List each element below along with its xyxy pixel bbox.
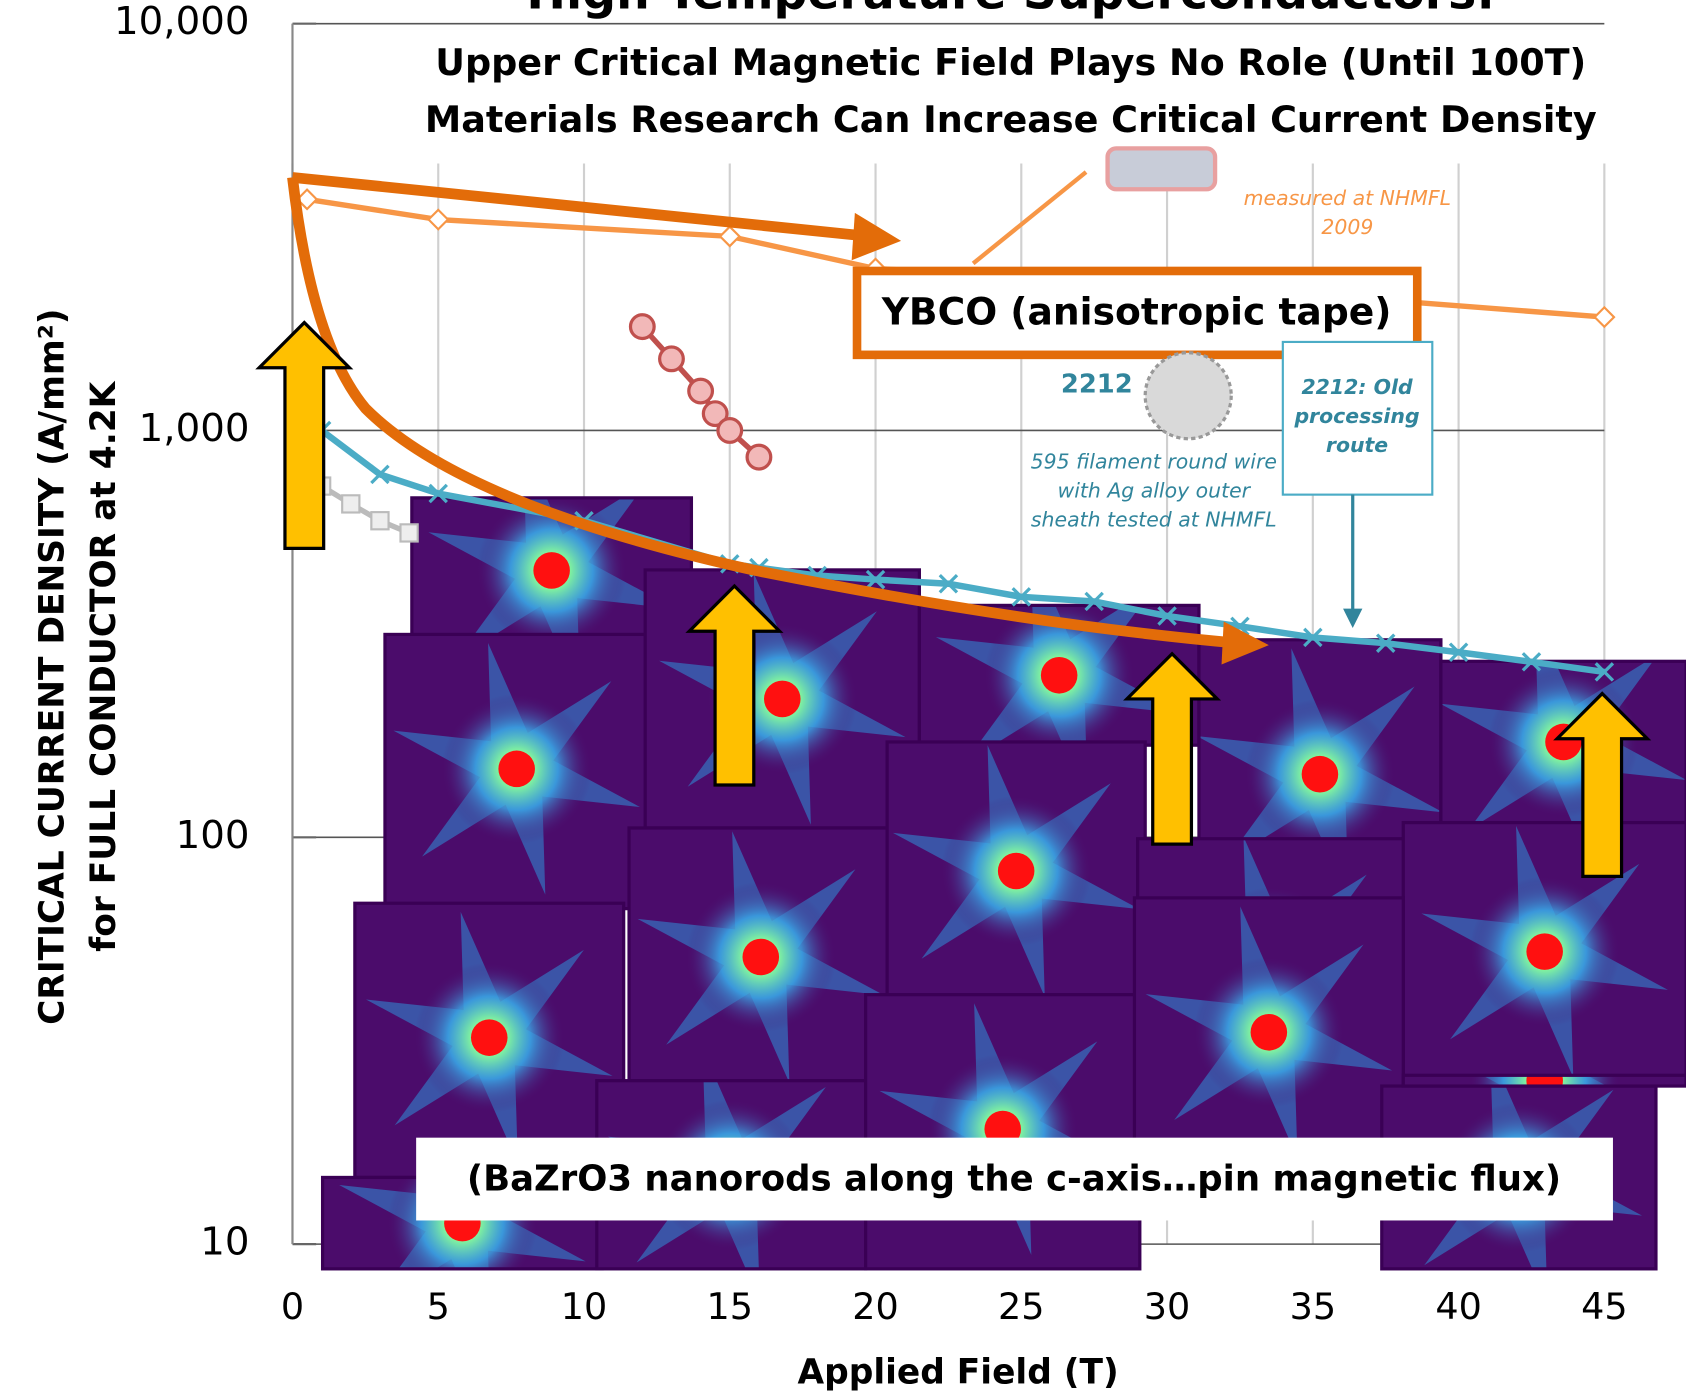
marker (429, 210, 448, 229)
nanorod-label: (BaZrO3 nanorods along the c-axis…pin ma… (467, 1159, 1561, 1200)
tile-dot (1251, 1014, 1288, 1051)
tile-dot (764, 681, 801, 718)
x-tick-label: 5 (427, 1285, 450, 1328)
y-tick-label: 1,000 (139, 406, 250, 451)
marker (630, 315, 654, 339)
tile-content (887, 742, 1145, 1000)
x-tick-label: 20 (852, 1285, 899, 1328)
marker (1595, 307, 1614, 326)
tile-dot (998, 853, 1035, 890)
x-tick-label: 40 (1435, 1285, 1482, 1328)
nanorod-image (887, 742, 1145, 1000)
wire-name: 2212 (1061, 369, 1133, 399)
route-desc: route (1326, 433, 1388, 457)
marker (660, 347, 684, 371)
y-tick-label: 10 (200, 1220, 249, 1265)
tile-dot (533, 552, 570, 589)
nanorod-image (866, 995, 1140, 1269)
tile-content (645, 570, 919, 828)
tile-content (355, 903, 624, 1177)
tape-image (1108, 148, 1216, 189)
nanorod-image (629, 828, 892, 1086)
nanorod-image (385, 634, 648, 908)
marker (718, 419, 742, 443)
x-tick-label: 15 (707, 1285, 754, 1328)
nanorod-image (645, 570, 919, 828)
route-desc: processing (1293, 404, 1419, 428)
route-head (1343, 609, 1362, 628)
marker (747, 445, 771, 469)
tile-content (629, 828, 892, 1086)
tape-desc: 2009 (1321, 215, 1373, 239)
tile-dot (498, 751, 535, 788)
plot-root: 0 5 10 15 20 25 30 35 40 45 10 100 1,000 10,000 measur… (32, 0, 1686, 1393)
marker (689, 379, 713, 403)
wire-desc: 595 filament round wire (1031, 449, 1277, 473)
nanorod-image (1403, 823, 1686, 1081)
tile-content (866, 995, 1140, 1269)
ybco-label: YBCO (anisotropic tape) (881, 289, 1392, 333)
route-desc: 2212: Old (1301, 375, 1412, 399)
tile-content (1403, 823, 1686, 1081)
x-tick-label: 35 (1290, 1285, 1337, 1328)
chart-subtitle: Materials Research Can Increase Critical… (425, 98, 1597, 141)
nanorod-image (355, 903, 624, 1177)
tile-dot (1302, 756, 1339, 793)
marker (342, 495, 359, 512)
chart-title: High Temperature Superconductors: (526, 0, 1495, 21)
chart: 0 5 10 15 20 25 30 35 40 45 10 100 1,000 10,000 measur… (0, 0, 1686, 1398)
wire-image (1145, 353, 1231, 439)
y-tick-label: 100 (176, 813, 250, 858)
improvement-arrow (259, 323, 349, 549)
tile-content (1134, 898, 1403, 1167)
chart-subtitle: Upper Critical Magnetic Field Plays No R… (435, 41, 1586, 84)
y-axis-label: for FULL CONDUCTOR at 4.2K (84, 380, 124, 951)
x-tick-label: 0 (281, 1285, 304, 1328)
marker (400, 524, 417, 541)
tile-content (385, 634, 648, 908)
tile-dot (742, 939, 779, 976)
tile-dot (1526, 933, 1563, 970)
tile-dot (471, 1019, 508, 1056)
x-tick-label: 25 (998, 1285, 1045, 1328)
x-axis-label: Applied Field (T) (797, 1353, 1118, 1393)
pointer (973, 172, 1086, 263)
tile-dot (1041, 657, 1078, 694)
y-axis-label: CRITICAL CURRENT DENSITY (A/mm²) (32, 308, 72, 1024)
x-tick-label: 10 (561, 1285, 608, 1328)
wire-desc: with Ag alloy outer (1058, 478, 1252, 502)
x-tick-label: 45 (1581, 1285, 1628, 1328)
marker (371, 512, 388, 529)
y-tick-label: 10,000 (114, 0, 249, 44)
series-line (322, 486, 409, 533)
marker (720, 227, 739, 246)
tape-desc: measured at NHMFL (1244, 186, 1451, 210)
wire-desc: sheath tested at NHMFL (1031, 507, 1277, 531)
nanorod-image (1134, 898, 1403, 1167)
x-tick-label: 30 (1144, 1285, 1191, 1328)
